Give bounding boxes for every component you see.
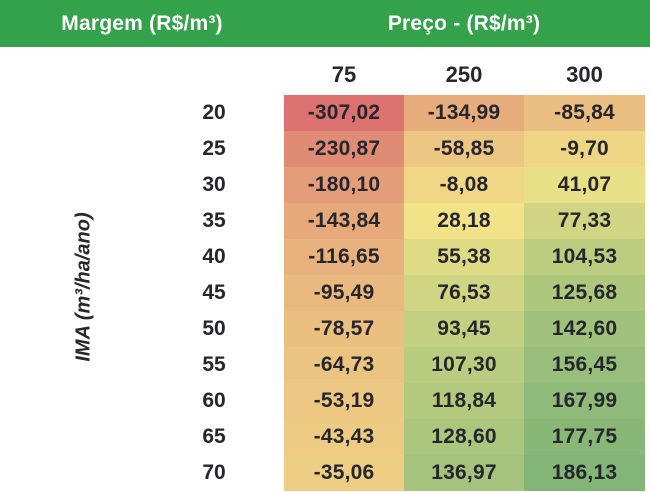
heatmap-cell: 76,53: [404, 275, 524, 311]
heatmap-cell: -58,85: [404, 131, 524, 167]
ima-row-label: 50: [202, 317, 226, 340]
heatmap-cell: -95,49: [284, 275, 404, 311]
heatmap-cell: -43,43: [284, 419, 404, 455]
heatmap-cell: 55,38: [404, 239, 524, 275]
ima-row-label: 60: [202, 389, 226, 412]
ima-row-label: 45: [202, 281, 226, 304]
heatmap-cell: -78,57: [284, 311, 404, 347]
heatmap-cell: -307,02: [284, 95, 404, 131]
heatmap-cell: -35,06: [284, 455, 404, 491]
margin-header-label: Margem (R$/m³): [61, 11, 223, 35]
ima-row-label: 30: [202, 173, 226, 196]
ima-row-label: 25: [202, 137, 226, 160]
heatmap-cell: -180,10: [284, 167, 404, 203]
heatmap-cell: 167,99: [524, 383, 645, 419]
heatmap-cell: 107,30: [404, 347, 524, 383]
table-header-banner: Margem (R$/m³) Preço - (R$/m³): [0, 0, 650, 47]
heatmap-cell: -230,87: [284, 131, 404, 167]
price-column-header: 250: [445, 62, 483, 87]
heatmap-cell: 125,68: [524, 275, 645, 311]
ima-row-label: 40: [202, 245, 226, 268]
heatmap-cell: -85,84: [524, 95, 645, 131]
ima-row-label: 55: [202, 353, 226, 376]
heatmap-cell: 118,84: [404, 383, 524, 419]
heatmap-cell: 186,13: [524, 455, 645, 491]
price-column-header: 300: [566, 62, 603, 87]
heatmap-table: 75 250 300 20 -307,02 -134,99 -85,84 25 -230,87-…: [180, 55, 645, 491]
heatmap-cell: -9,70: [524, 131, 645, 167]
heatmap-cell: 28,18: [404, 203, 524, 239]
heatmap-cell: 104,53: [524, 239, 645, 275]
ima-axis-label: IMA (m³/ha/ano): [72, 212, 95, 362]
heatmap-cell: 128,60: [404, 419, 524, 455]
table-corner-spacer: [180, 55, 284, 95]
heatmap-cell: 142,60: [524, 311, 645, 347]
heatmap-cell: 177,75: [524, 419, 645, 455]
heatmap-cell: -64,73: [284, 347, 404, 383]
heatmap-cell: 93,45: [404, 311, 524, 347]
price-header-label: Preço - (R$/m³): [387, 11, 541, 35]
heatmap-cell: -8,08: [404, 167, 524, 203]
heatmap-cell: 156,45: [524, 347, 645, 383]
heatmap-cell: 77,33: [524, 203, 645, 239]
heatmap-cell: -143,84: [284, 203, 404, 239]
heatmap-cell: -116,65: [284, 239, 404, 275]
heatmap-cell: 41,07: [524, 167, 645, 203]
heatmap-cell: -134,99: [404, 95, 524, 131]
ima-row-label: 70: [202, 461, 226, 484]
heatmap-cell: -53,19: [284, 383, 404, 419]
ima-row-label: 65: [202, 425, 226, 448]
price-column-header: 75: [331, 62, 357, 87]
ima-row-label: 20: [202, 101, 226, 124]
heatmap-cell: 136,97: [404, 455, 524, 491]
ima-row-label: 35: [202, 209, 226, 232]
